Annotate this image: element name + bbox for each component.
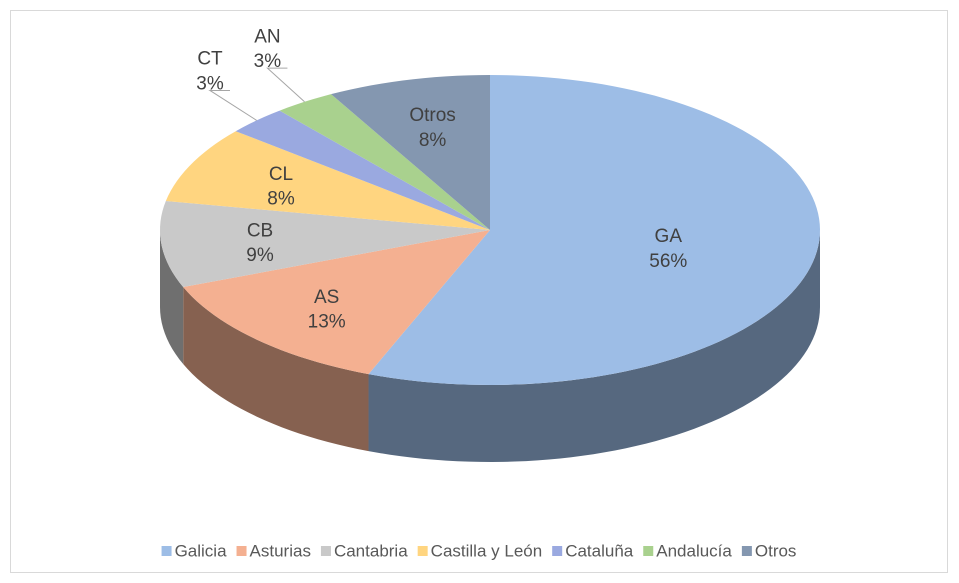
slice-side xyxy=(368,230,820,462)
leader-line xyxy=(208,89,257,121)
legend-label: Galicia xyxy=(175,541,228,560)
data-label: AS 13% xyxy=(308,287,346,333)
value-label: 9% xyxy=(246,245,274,266)
slice-label: CT xyxy=(197,49,223,70)
value-label: 8% xyxy=(419,130,447,151)
legend-label: Cataluña xyxy=(565,541,634,560)
value-label: 3% xyxy=(254,51,282,72)
legend: Galicia Asturias Cantabria Castilla y León C… xyxy=(161,541,797,560)
data-label: AN 3% xyxy=(254,26,282,72)
pie-tops xyxy=(160,75,820,385)
legend-item: Cantabria xyxy=(320,541,408,560)
slice xyxy=(279,94,490,231)
value-label: 3% xyxy=(196,73,224,94)
data-label: GA 56% xyxy=(649,226,687,272)
slice xyxy=(368,75,820,385)
value-label: 8% xyxy=(267,189,295,210)
slice-label: Otros xyxy=(409,105,455,126)
slice-side xyxy=(183,287,369,452)
data-label: CL 8% xyxy=(267,164,295,210)
slice xyxy=(331,75,490,230)
legend-swatch xyxy=(741,546,752,556)
data-label: Otros 8% xyxy=(409,105,455,151)
slice-label: GA xyxy=(655,226,683,247)
legend-label: Cantabria xyxy=(334,541,408,560)
data-labels: GA 56% AS 13% CB 9% CL 8% CT 3% AN 3% Otros 8% xyxy=(196,26,687,332)
slice xyxy=(165,131,490,230)
slice xyxy=(235,110,490,230)
data-label: CT 3% xyxy=(196,49,224,95)
leader-line xyxy=(266,67,305,103)
legend-item: Andalucía xyxy=(643,541,732,560)
legend-swatch xyxy=(236,546,247,556)
legend-label: Otros xyxy=(755,541,797,560)
legend-label: Asturias xyxy=(250,541,311,560)
legend-label: Castilla y León xyxy=(431,541,543,560)
slice-side xyxy=(160,230,184,365)
legend-label: Andalucía xyxy=(656,541,732,560)
legend-item: Cataluña xyxy=(552,541,634,560)
value-label: 56% xyxy=(649,251,687,272)
legend-item: Otros xyxy=(741,541,797,560)
value-label: 13% xyxy=(308,312,346,333)
slice xyxy=(160,200,491,288)
legend-swatch xyxy=(417,546,428,556)
legend-swatch xyxy=(552,546,563,556)
legend-item: Asturias xyxy=(236,541,311,560)
slice-label: CL xyxy=(269,164,293,185)
slice-label: AN xyxy=(254,26,280,47)
legend-item: Castilla y León xyxy=(417,541,543,560)
legend-swatch xyxy=(320,546,331,556)
slice xyxy=(183,230,490,375)
slice-label: CB xyxy=(247,220,273,241)
slice-label: AS xyxy=(314,287,339,308)
legend-item: Galicia xyxy=(161,541,228,560)
data-label: CB 9% xyxy=(246,220,274,266)
legend-swatch xyxy=(643,546,654,556)
legend-swatch xyxy=(161,546,172,556)
pie-sides xyxy=(160,230,820,462)
